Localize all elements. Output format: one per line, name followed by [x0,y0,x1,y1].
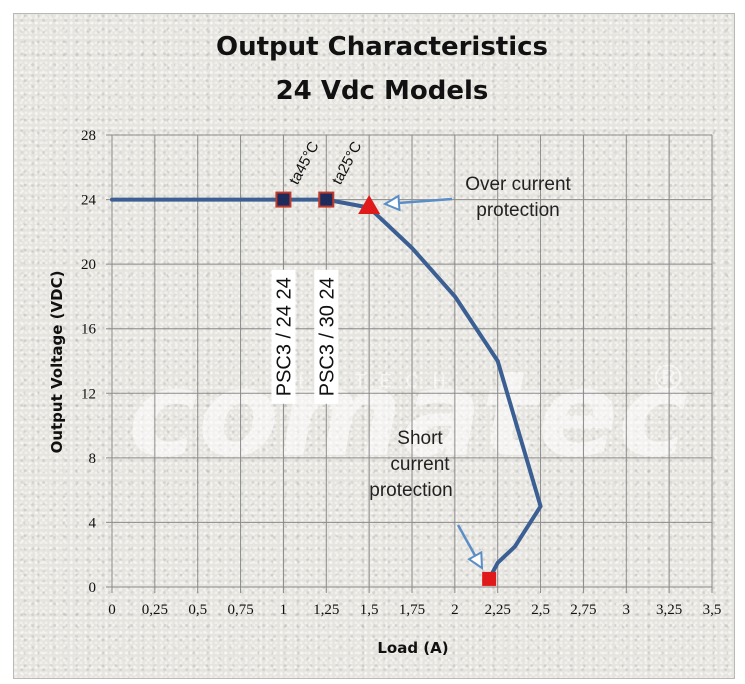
chart-title-line-2: 24 Vdc Models [276,76,489,106]
x-tick-label: 3,5 [703,602,722,618]
series-line [110,197,543,581]
x-tick-label: 2,75 [570,602,596,618]
y-tick-label: 16 [81,322,97,338]
model-label: PSC3 / 24 24 [273,277,295,396]
chart-frame [13,13,735,679]
watermark-registered: ® [650,358,686,399]
x-axis-ticks: 0 0,25 0,5 0,75 1 1,25 1,5 1,75 2 2,25 2,5 2,75 3 3,2… [108,602,721,618]
chart-title-line-1: Output Characteristics [216,32,548,62]
watermark-brand: comatec [128,345,688,483]
short-current-label-line-1: Short [397,428,443,449]
over-current-annotation: Over current protection [382,174,572,221]
x-axis-title: Load (A) [377,639,448,657]
square-marker [482,571,497,586]
y-tick-label: 4 [89,515,97,531]
y-tick-label: 28 [81,128,96,144]
x-tick-label: 3 [623,602,631,618]
model-label: PSC3 / 30 24 [316,277,338,396]
arrow-head [467,550,484,570]
square-marker [275,191,292,208]
y-tick-label: 8 [89,451,97,467]
y-tick-label: 20 [81,257,96,273]
short-current-annotation: Short current protection [369,428,484,570]
short-current-label-line-2: current [390,454,450,475]
x-tick-label: 2 [451,602,459,618]
x-tick-label: 1 [280,602,288,618]
over-current-label-line-1: Over current [465,174,571,195]
square-marker [318,191,335,208]
series-layer [110,197,543,581]
x-tick-label: 0,75 [227,602,253,618]
model-label-background [271,269,296,404]
short-current-arrow [456,524,484,570]
y-tick-label: 12 [81,386,96,402]
watermark: comatec HI TECH ® [128,345,688,483]
x-tick-label: 2,5 [531,602,550,618]
triangle-marker [358,195,381,215]
temperature-label: ta25°C [329,139,366,188]
x-tick-label: 0,5 [188,602,207,618]
temperature-label: ta45°C [286,139,323,188]
x-tick-label: 1,25 [313,602,339,618]
y-axis-ticks: 0 4 8 12 16 20 24 28 [81,128,97,596]
model-label-background [314,269,339,404]
over-current-arrow [382,194,453,212]
markers-layer [275,191,497,586]
short-current-label-line-3: protection [369,480,452,501]
x-tick-label: 0 [108,602,116,618]
arrow-head [382,194,401,212]
x-tick-label: 0,25 [142,602,168,618]
over-current-label-line-2: protection [476,200,559,221]
y-tick-label: 24 [81,193,97,209]
x-tick-label: 1,75 [399,602,425,618]
x-tick-label: 3,25 [656,602,682,618]
x-tick-label: 1,5 [360,602,379,618]
x-tick-label: 2,25 [485,602,511,618]
y-axis-title: Output Voltage (VDC) [48,271,66,454]
y-tick-label: 0 [89,580,97,596]
